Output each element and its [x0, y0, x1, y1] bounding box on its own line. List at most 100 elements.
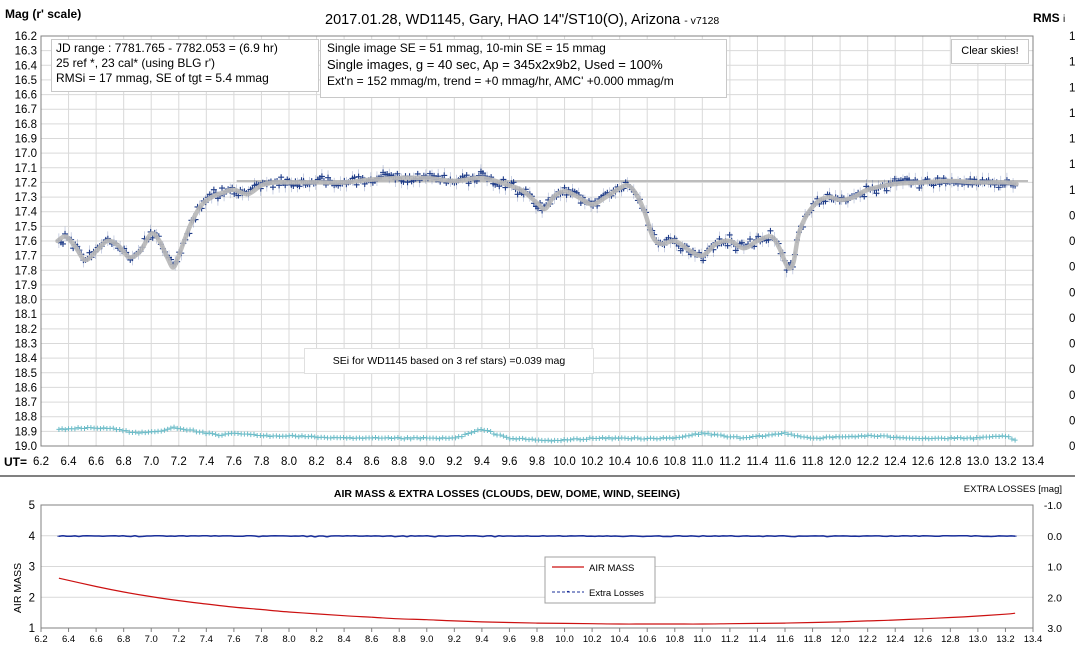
upper-x-tick-label: 12.2 — [856, 456, 878, 468]
extra-losses-markers — [57, 535, 1017, 538]
rms-marker — [305, 434, 311, 440]
rms-marker — [181, 426, 187, 432]
upper-y-tick-label: 16.4 — [15, 60, 38, 72]
rms-marker — [261, 433, 267, 439]
rms-marker — [999, 433, 1005, 439]
upper-y-tick-label: 16.7 — [15, 104, 37, 116]
rms-marker — [747, 434, 753, 440]
data-point-marker — [747, 236, 754, 243]
rms-marker — [500, 433, 506, 439]
lower-x-tick-label: 9.6 — [503, 634, 516, 645]
trend-line — [55, 175, 1019, 271]
lower-plot-frame — [40, 504, 1034, 629]
rms-marker — [616, 435, 622, 441]
rms-marker — [827, 434, 833, 440]
data-point-marker — [404, 179, 411, 186]
upper-x-tick-labels: 6.2 6.4 6.6 6.8 7.0 7.2 7.4 7.6 7.8 8.0 8.2 8.4 8.6 8… — [33, 456, 1045, 468]
rms-marker — [977, 435, 983, 441]
upper-y2-tick-label: 0.60 — [1069, 287, 1075, 299]
upper-y2-tick-labels: 1.60 1.50 1.40 1.30 1.20 1.10 1.00 0.90 0.80 0.70… — [1069, 31, 1075, 453]
rms-marker — [804, 434, 810, 440]
chart-version-text: - v7128 — [684, 15, 720, 27]
data-point-marker — [318, 173, 325, 180]
info-line: JD range : 7781.765 - 7782.053 = (6.9 hr… — [56, 41, 278, 55]
lower-x-tick-label: 12.4 — [886, 634, 905, 645]
rms-marker — [385, 435, 391, 441]
upper-x-tick-label: 9.0 — [419, 456, 435, 468]
upper-y2-tick-label: 0.10 — [1069, 415, 1075, 427]
upper-y2-tick-label: 0.00 — [1069, 441, 1075, 453]
rms-marker — [200, 429, 206, 435]
data-point-marker — [463, 172, 470, 179]
upper-x-tick-label: 9.2 — [446, 456, 462, 468]
data-point-marker — [891, 175, 898, 182]
rms-marker — [203, 431, 209, 437]
rms-marker — [504, 434, 510, 440]
upper-y2-tick-label: 0.70 — [1069, 262, 1075, 274]
sei-note: SEi for WD1145 based on 3 ref stars) =0.… — [304, 348, 594, 374]
data-point-marker — [441, 172, 448, 179]
lower-x-tick-label: 9.2 — [448, 634, 461, 645]
upper-y-tick-label: 17.0 — [15, 148, 37, 160]
lower-x-tick-label: 10.8 — [666, 634, 685, 645]
rms-marker — [81, 426, 87, 432]
rms-marker — [513, 436, 519, 442]
upper-x-tick-label: 6.6 — [88, 456, 104, 468]
rms-marker — [97, 426, 103, 432]
rms-marker — [721, 433, 727, 439]
upper-x-tick-label: 9.6 — [501, 456, 517, 468]
rms-marker — [526, 437, 532, 443]
data-point-marker — [219, 185, 226, 192]
rms-marker — [987, 434, 993, 440]
upper-x-tick-label: 7.0 — [143, 456, 159, 468]
rms-marker — [670, 435, 676, 441]
lower-y2-tick-label: 0.0 — [1047, 531, 1062, 543]
info-line: RMSi = 17 mmag, SE of tgt = 5.4 mmag — [56, 71, 269, 85]
lower-chart-title: AIR MASS & EXTRA LOSSES (CLOUDS, DEW, DO… — [334, 488, 680, 500]
lower-x-tick-labels: 6.2 6.4 6.6 6.8 7.0 7.2 7.4 7.6 7.8 8.0 8.2 8.4 8.6 8… — [34, 634, 1042, 645]
rms-marker — [695, 431, 701, 437]
rms-marker — [849, 433, 855, 439]
upper-x-tick-label: 12.6 — [912, 456, 934, 468]
upper-y2-tick-label: 1.00 — [1069, 185, 1075, 197]
rms-marker — [852, 434, 858, 440]
lower-x-tick-label: 8.6 — [365, 634, 378, 645]
lower-x-tick-label: 12.6 — [914, 634, 933, 645]
lower-left-axis-title: AIR MASS — [12, 563, 24, 613]
data-point-marker — [510, 179, 517, 186]
upper-y-tick-label: 16.3 — [15, 46, 37, 58]
data-point-marker — [724, 242, 731, 249]
lower-y-tick-labels: 1 2 3 4 5 — [29, 500, 36, 635]
lower-y-tick-label: 4 — [29, 531, 36, 543]
upper-right-axis-title: RMS — [1033, 11, 1060, 25]
upper-x-tick-label: 13.0 — [967, 456, 989, 468]
rms-marker — [855, 433, 861, 439]
rms-marker — [75, 425, 81, 431]
rms-marker — [488, 429, 494, 435]
rms-marker — [884, 433, 890, 439]
rms-marker — [686, 433, 692, 439]
upper-y-tick-label: 18.6 — [15, 382, 37, 394]
rms-marker — [145, 429, 151, 435]
rms-marker — [484, 427, 490, 433]
upper-y2-tick-label: 1.30 — [1069, 108, 1075, 120]
rms-marker — [520, 435, 526, 441]
rms-marker — [795, 433, 801, 439]
lower-x-tick-label: 7.0 — [145, 634, 158, 645]
data-point-marker — [700, 257, 707, 264]
rms-series — [56, 424, 1018, 444]
upper-y-tick-label: 16.5 — [15, 75, 37, 87]
rms-marker — [347, 435, 353, 441]
rms-marker — [1006, 434, 1012, 440]
data-point-marker — [426, 170, 433, 177]
rms-marker — [779, 430, 785, 436]
upper-y-tick-label: 18.4 — [15, 353, 38, 365]
lower-x-tick-label: 12.0 — [831, 634, 850, 645]
upper-y2-tick-label: 0.90 — [1069, 210, 1075, 222]
rms-marker — [171, 424, 177, 430]
rms-marker — [971, 436, 977, 442]
upper-y-tick-label: 18.1 — [15, 309, 37, 321]
air-mass-line — [58, 577, 1016, 625]
rms-marker — [245, 431, 251, 437]
upper-x-tick-label: 10.2 — [581, 456, 603, 468]
